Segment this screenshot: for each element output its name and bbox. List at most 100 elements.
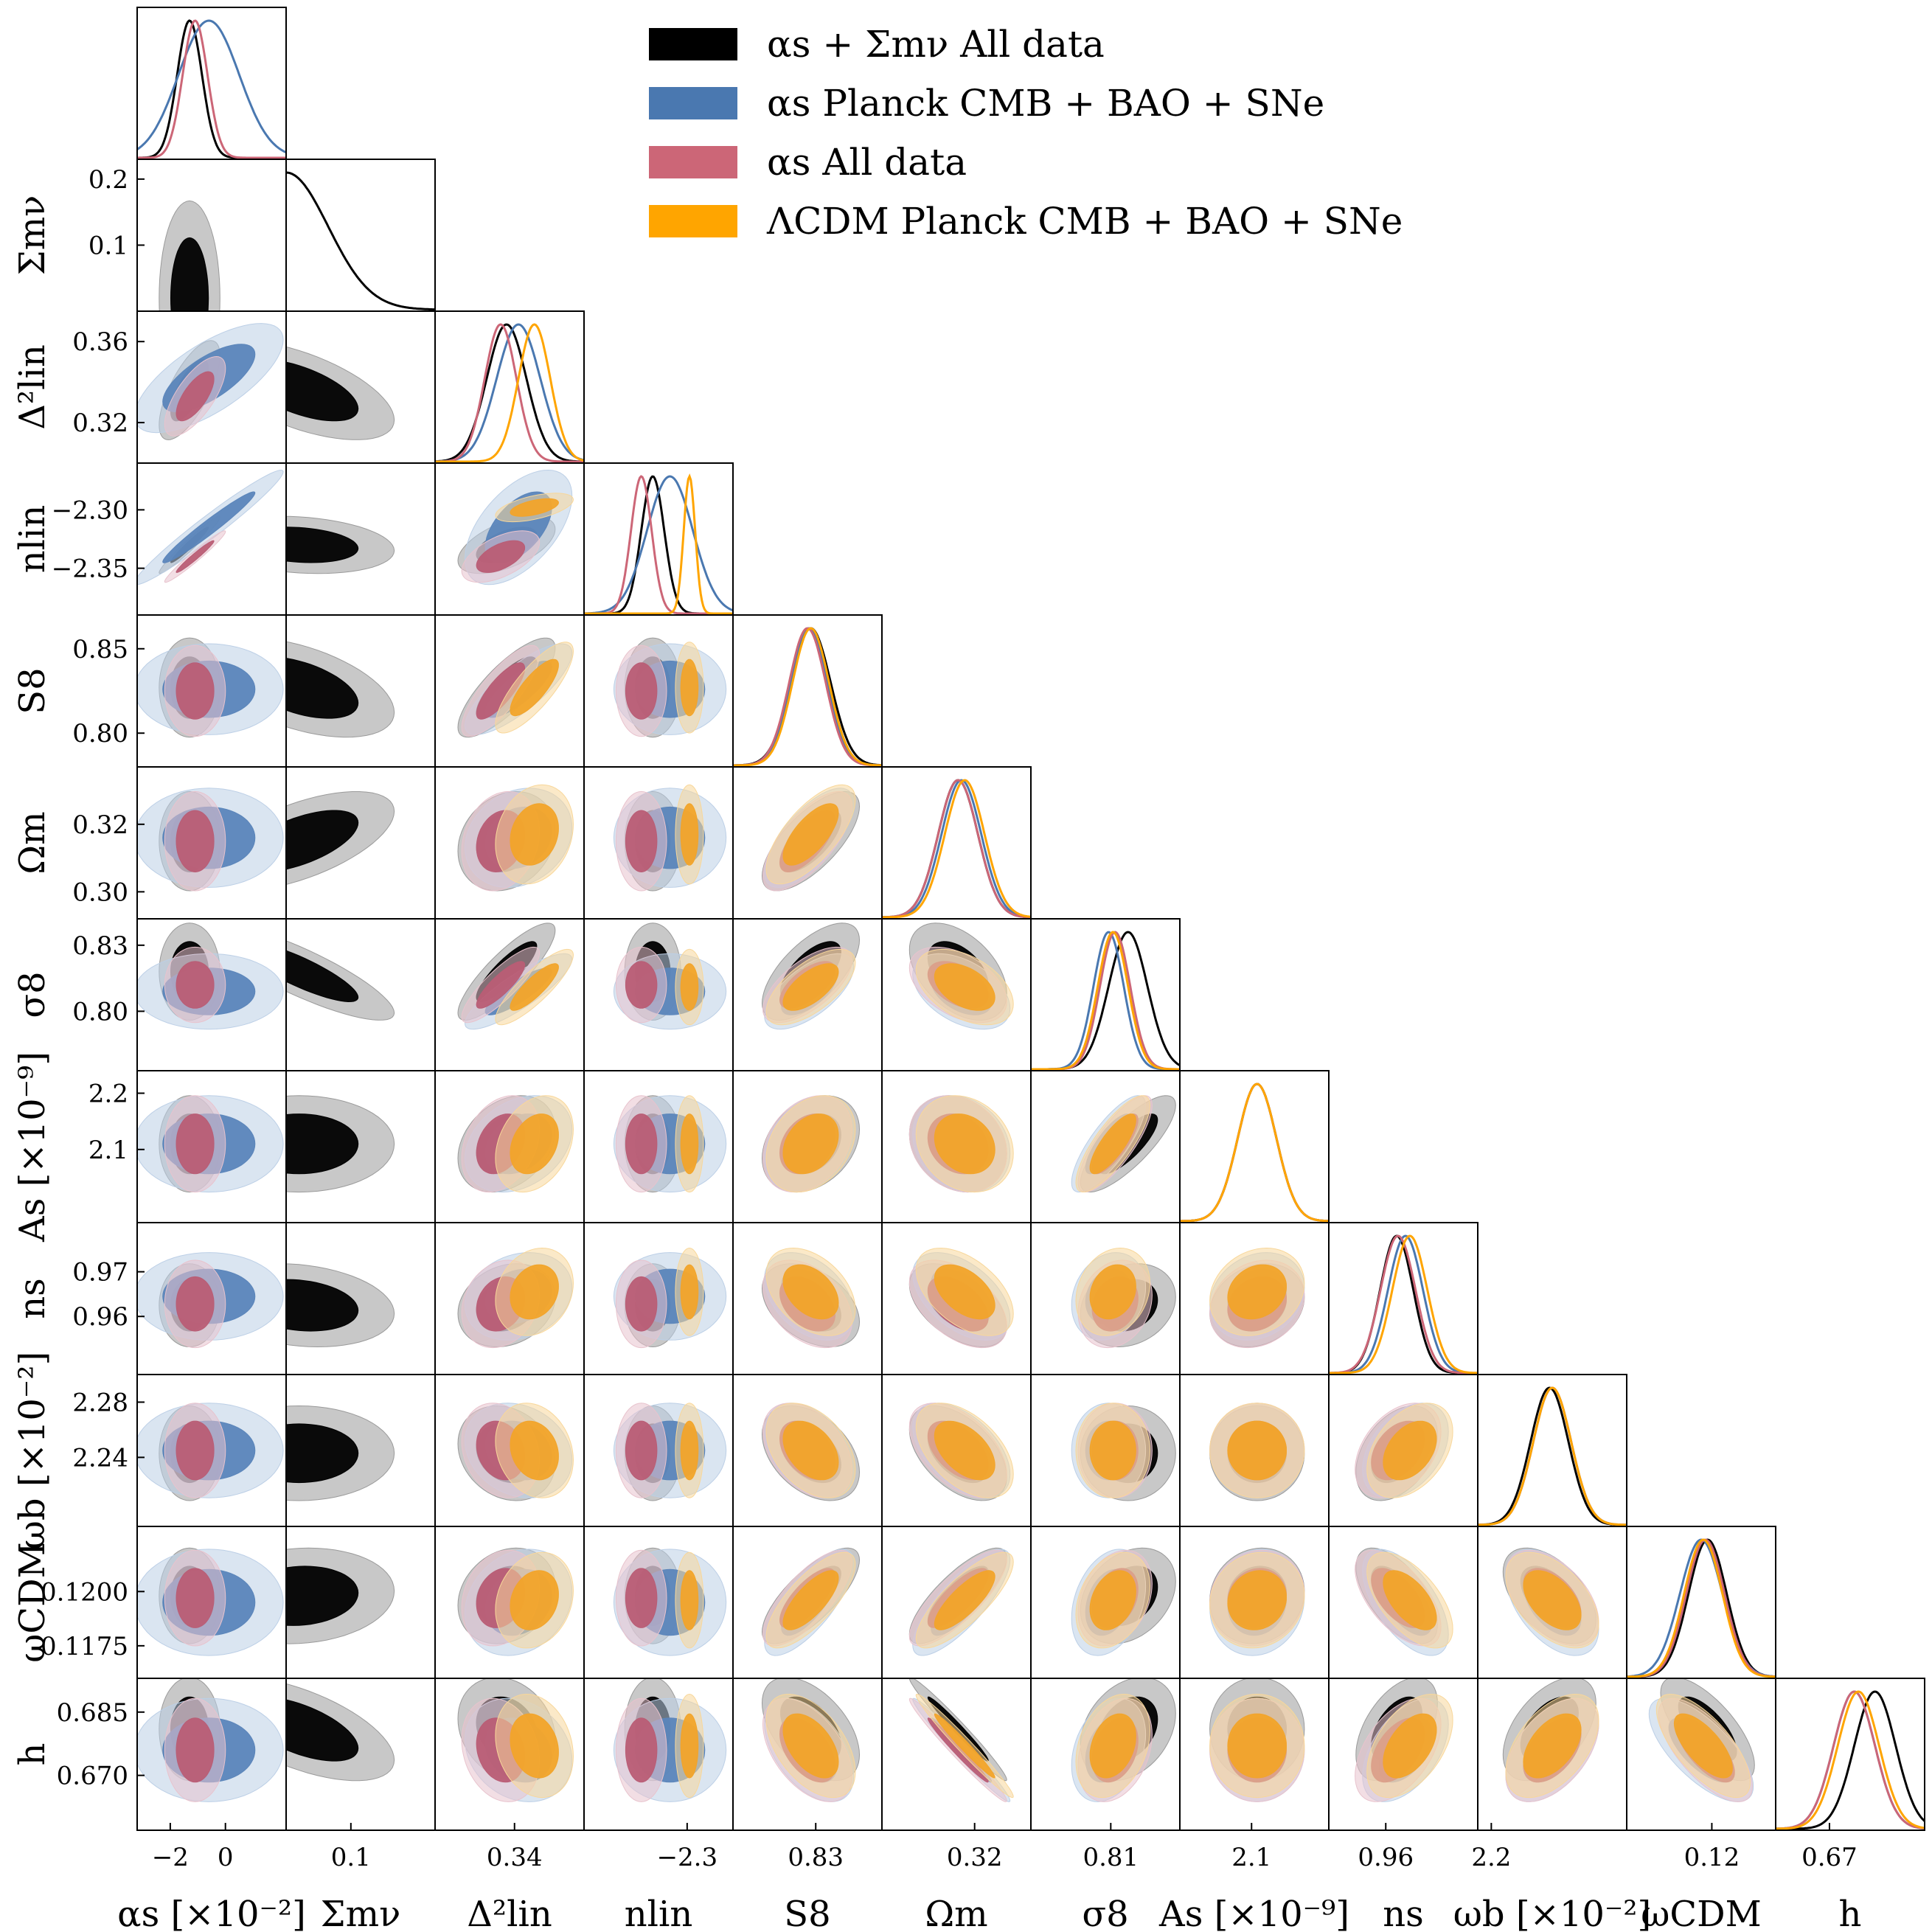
panel-content: [1209, 1403, 1305, 1501]
y-axis-label: As [×10⁻⁹]: [12, 1052, 53, 1243]
contour-as_all: [176, 1276, 215, 1332]
panel-frame: [1477, 1374, 1627, 1527]
panel-sigma8-Omega_m: [881, 918, 1032, 1071]
panel-frame: [136, 7, 287, 160]
panel-content: [613, 1547, 727, 1656]
panel-content: [286, 940, 395, 1021]
panel-frame: [1775, 1678, 1925, 1831]
marginal-as_mnu_all: [1329, 1234, 1478, 1375]
marginal-as_all: [435, 323, 584, 463]
contour-lcdm_planck: [934, 1113, 995, 1175]
panel-content: [882, 779, 1031, 919]
panel-content: [457, 469, 574, 585]
panel-content: [908, 1248, 1014, 1349]
contour-as_all: [176, 1568, 215, 1628]
contour-as_all: [476, 540, 526, 573]
marginal-as_all: [733, 627, 882, 767]
panel-omega_cdm-n_s: [1328, 1526, 1478, 1679]
contour-as_all: [176, 810, 215, 873]
panel-content: [286, 1095, 395, 1193]
contour-as_mnu_all: [170, 237, 209, 311]
contour-as_mnu_all: [286, 1699, 359, 1762]
panel-content: [286, 515, 395, 574]
panel-content: [286, 641, 395, 738]
panel-content: [137, 1678, 284, 1802]
panel-content: [1648, 1678, 1755, 1802]
panel-omega_cdm-S8: [732, 1526, 883, 1679]
y-tick-label: −2.30: [52, 496, 128, 525]
contour-lcdm_planck: [782, 963, 839, 1011]
contour-as_all: [176, 1420, 215, 1481]
panel-content: [1209, 1247, 1305, 1349]
panel-omega_b-delta2_lin: [434, 1374, 585, 1527]
x-axis-label: Δ²lin: [467, 1894, 552, 1932]
panel-content: [137, 470, 284, 585]
panel-content: [613, 1095, 727, 1193]
y-tick-label: 2.28: [72, 1388, 128, 1417]
y-tick-label: 0.85: [72, 635, 128, 664]
contour-lcdm_planck: [1383, 1570, 1437, 1630]
panel-omega_b-omega_b: [1477, 1374, 1627, 1527]
contour-as_all: [476, 961, 526, 1009]
panel-frame: [1030, 918, 1181, 1071]
panel-content: [761, 922, 861, 1030]
marginal-as_planck: [882, 779, 1031, 919]
x-axis-label: ωCDM: [1641, 1894, 1762, 1932]
panel-content: [1329, 1234, 1478, 1375]
panel-content: [1355, 1547, 1453, 1656]
contour-as_all: [176, 371, 215, 422]
contour-as_all: [625, 662, 658, 720]
panel-n_s-A_s: [1179, 1222, 1330, 1375]
y-tick-label: 0.685: [57, 1698, 128, 1728]
panel-omega_cdm-n_lin: [583, 1526, 734, 1679]
panel-content: [1031, 931, 1180, 1071]
marginal-lcdm_planck: [1776, 1690, 1925, 1830]
panel-n_s-sigma8: [1030, 1222, 1181, 1375]
x-tick-label: 0.81: [1083, 1843, 1139, 1872]
legend-item-as-all: αs All data: [649, 133, 1403, 192]
y-axis-label: nlin: [12, 505, 53, 574]
panel-content: [761, 1403, 861, 1501]
y-tick-label: 0.36: [72, 327, 128, 357]
y-axis-label: S8: [12, 667, 53, 714]
panel-content: [761, 1095, 861, 1193]
panel-sum_mnu-alpha_s: [136, 159, 287, 312]
panel-content: [137, 1095, 284, 1193]
contour-lcdm_planck: [934, 1570, 995, 1630]
panel-sigma8-sigma8: [1030, 918, 1181, 1071]
panel-content: [908, 922, 1014, 1030]
panel-content: [457, 637, 574, 738]
contour-lcdm_planck: [510, 659, 559, 717]
panel-n_s-alpha_s: [136, 1222, 287, 1375]
x-axis-label: αs [×10⁻²]: [117, 1894, 306, 1932]
panel-delta2_lin-alpha_s: [136, 310, 287, 464]
panel-n_s-S8: [732, 1222, 883, 1375]
legend-label: αs Planck CMB + BAO + SNe: [767, 82, 1325, 125]
x-tick-label: 0.67: [1801, 1843, 1858, 1872]
marginal-as_mnu_all: [1478, 1386, 1627, 1526]
panel-content: [457, 1247, 574, 1349]
contour-as_all: [176, 1717, 215, 1783]
contour-as_all: [176, 1113, 215, 1175]
x-tick-label: 0: [218, 1843, 234, 1872]
contour-lcdm_planck: [680, 1570, 699, 1630]
marginal-as_planck: [584, 475, 733, 615]
panel-content: [733, 627, 882, 767]
marginal-as_mnu_all: [584, 475, 733, 615]
contour-lcdm_planck: [934, 1264, 995, 1320]
panel-frame: [732, 614, 883, 768]
panel-omega_cdm-delta2_lin: [434, 1526, 585, 1679]
panel-content: [761, 784, 861, 892]
x-tick-label: 2.2: [1471, 1843, 1511, 1872]
contour-lcdm_planck: [680, 1113, 699, 1175]
panel-content: [137, 788, 284, 892]
contour-as_mnu_all: [286, 361, 359, 422]
marginal-lcdm_planck: [584, 473, 733, 615]
panel-content: [1355, 1403, 1453, 1501]
marginal-lcdm_planck: [435, 323, 584, 463]
panel-content: [761, 1678, 861, 1802]
marginal-lcdm_planck: [882, 779, 1031, 919]
contour-lcdm_planck: [1227, 1264, 1288, 1320]
y-tick-label: 2.1: [88, 1136, 128, 1165]
panel-omega_b-Omega_m: [881, 1374, 1032, 1527]
